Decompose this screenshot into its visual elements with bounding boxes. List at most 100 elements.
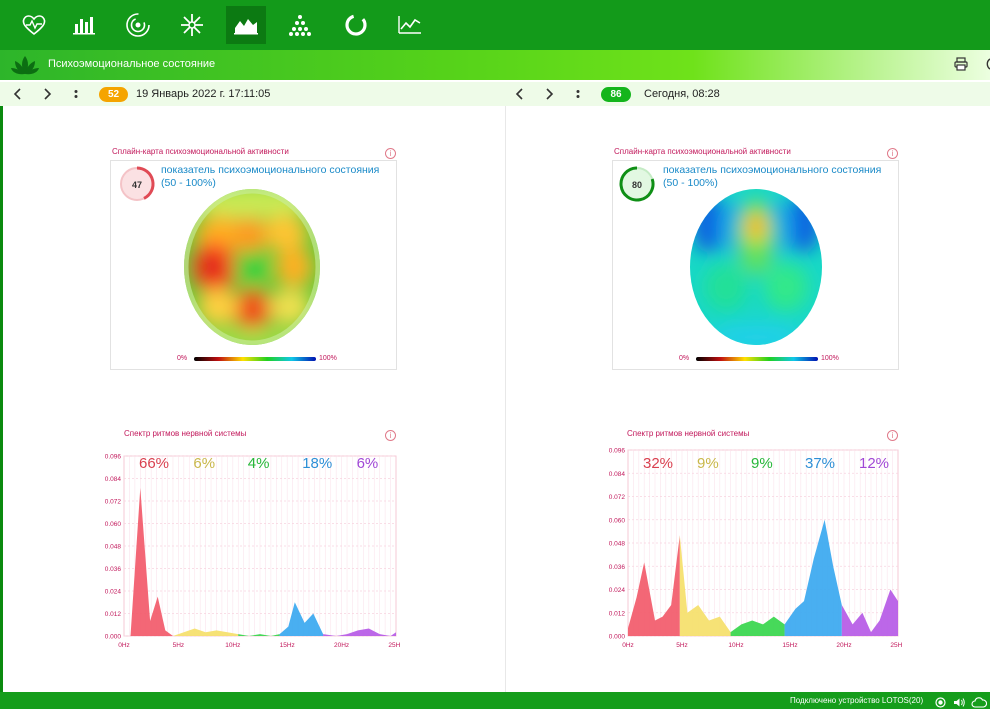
- y-tick-label: 0.048: [609, 541, 626, 548]
- top-toolbar: [0, 0, 990, 50]
- left-indicator-label: показатель психоэмоционального состояния: [161, 164, 380, 176]
- lotus-logo-icon: [10, 54, 40, 81]
- band-percent-label: 18%: [302, 455, 333, 472]
- y-tick-label: 0.012: [105, 611, 122, 618]
- y-tick-label: 0.084: [105, 476, 122, 483]
- left-spectrum-title: Спектр ритмов нервной системы: [124, 429, 247, 438]
- right-spline-heatmap: [690, 189, 822, 345]
- right-score-value: 80: [631, 180, 642, 190]
- band-percent-label: 37%: [805, 455, 836, 472]
- band-percent-label: 4%: [247, 455, 270, 472]
- y-tick-label: 0.096: [609, 448, 626, 455]
- left-spline-heatmap: [184, 189, 320, 345]
- area-chart-icon[interactable]: [226, 6, 266, 44]
- y-tick-label: 0.072: [105, 499, 122, 506]
- x-tick-label: 0Hz: [622, 642, 634, 649]
- spectrum-band-area: [238, 634, 280, 636]
- column-divider: [505, 106, 506, 692]
- y-tick-label: 0.060: [609, 517, 626, 524]
- y-tick-label: 0.072: [609, 494, 626, 501]
- right-indicator-label: показатель психоэмоционального состояния: [663, 164, 882, 176]
- right-spectrum-chart: 0.000 0.012 0.024 0.036 0.048 0.060 0.072 0.084…: [609, 448, 902, 650]
- spectrum-band-area: [784, 519, 842, 636]
- spectrum-band-area: [172, 628, 239, 636]
- cloud-icon[interactable]: [971, 695, 988, 709]
- left-next-button[interactable]: [38, 85, 56, 103]
- left-scale-max: 100%: [319, 355, 337, 362]
- right-score-gauge: [619, 166, 655, 202]
- triangle-dots-icon[interactable]: [280, 6, 320, 44]
- heart-rate-icon[interactable]: [14, 6, 54, 44]
- x-tick-label: 5Hz: [676, 642, 688, 649]
- spectrum-band-area: [323, 628, 396, 636]
- bar-chart-icon[interactable]: [64, 6, 104, 44]
- speaker-icon[interactable]: [953, 695, 966, 709]
- right-scale-min: 0%: [679, 355, 690, 362]
- page-title: Психоэмоциональное состояние: [48, 58, 216, 70]
- x-tick-label: 15Hz: [280, 642, 295, 649]
- y-tick-label: 0.060: [105, 521, 122, 528]
- y-tick-label: 0.012: [609, 610, 626, 617]
- right-date: Сегодня, 08:28: [644, 88, 720, 100]
- left-score-value: 47: [131, 180, 142, 190]
- right-prev-button[interactable]: [511, 85, 529, 103]
- device-status: Подключено устройство LOTOS(20): [790, 696, 924, 705]
- y-tick-label: 0.096: [105, 454, 122, 461]
- left-scale-min: 0%: [177, 355, 188, 362]
- left-more-button[interactable]: [67, 85, 85, 103]
- y-tick-label: 0.024: [105, 589, 122, 596]
- y-tick-label: 0.048: [105, 544, 122, 551]
- right-spectrum-title: Спектр ритмов нервной системы: [627, 429, 750, 438]
- x-tick-label: 15Hz: [782, 642, 797, 649]
- spectrum-band-area: [628, 535, 680, 636]
- left-map-info-icon[interactable]: i: [385, 148, 396, 159]
- left-spline-map-title: Сплайн-карта психоэмоциональной активнос…: [112, 147, 289, 156]
- spectrum-band-area: [730, 616, 785, 636]
- right-spectrum-info-icon[interactable]: i: [887, 430, 898, 441]
- right-indicator-range: (50 - 100%): [663, 177, 718, 189]
- y-tick-label: 0.036: [609, 564, 626, 571]
- y-tick-label: 0.000: [105, 634, 122, 641]
- status-footer: Подключено устройство LOTOS(20): [0, 692, 990, 709]
- left-score-gauge: [120, 166, 155, 201]
- x-tick-label: 20Hz: [334, 642, 349, 649]
- right-more-button[interactable]: [569, 85, 587, 103]
- right-map-info-icon[interactable]: i: [887, 148, 898, 159]
- left-spectrum-info-icon[interactable]: i: [385, 430, 396, 441]
- print-icon[interactable]: [954, 57, 968, 76]
- left-date: 19 Январь 2022 г. 17:11:05: [136, 88, 271, 100]
- session-navbar: 52 19 Январь 2022 г. 17:11:05 86 Сегодня…: [0, 82, 990, 106]
- section-titlebar: Психоэмоциональное состояние: [0, 50, 990, 80]
- left-score-badge: 52: [99, 87, 128, 102]
- snowflake-icon[interactable]: [172, 6, 212, 44]
- right-scale-max: 100%: [821, 355, 839, 362]
- x-tick-label: 5Hz: [173, 642, 185, 649]
- right-color-scale: [696, 357, 818, 361]
- y-tick-label: 0.036: [105, 566, 122, 573]
- band-percent-label: 32%: [643, 455, 674, 472]
- record-icon[interactable]: [935, 695, 946, 709]
- x-tick-label: 25Hz: [388, 642, 400, 649]
- line-chart-icon[interactable]: [390, 6, 430, 44]
- spectrum-band-area: [124, 487, 173, 636]
- left-spectrum-chart: 0.000 0.012 0.024 0.036 0.048 0.060 0.072 0.084…: [105, 454, 400, 650]
- x-tick-label: 10Hz: [225, 642, 240, 649]
- band-percent-label: 9%: [697, 455, 719, 472]
- band-percent-label: 12%: [859, 455, 890, 472]
- refresh-icon[interactable]: [982, 57, 990, 76]
- x-tick-label: 10Hz: [728, 642, 743, 649]
- spiral-icon[interactable]: [118, 6, 158, 44]
- left-indicator-range: (50 - 100%): [161, 177, 216, 189]
- right-next-button[interactable]: [540, 85, 558, 103]
- left-prev-button[interactable]: [9, 85, 27, 103]
- x-tick-label: 25Hz: [890, 642, 902, 649]
- left-color-scale: [194, 357, 316, 361]
- x-tick-label: 0Hz: [118, 642, 130, 649]
- y-tick-label: 0.000: [609, 634, 626, 641]
- left-edge-stripe: [0, 106, 3, 692]
- y-tick-label: 0.084: [609, 471, 626, 478]
- circle-progress-icon[interactable]: [336, 6, 376, 44]
- right-score-badge: 86: [601, 87, 631, 102]
- x-tick-label: 20Hz: [836, 642, 851, 649]
